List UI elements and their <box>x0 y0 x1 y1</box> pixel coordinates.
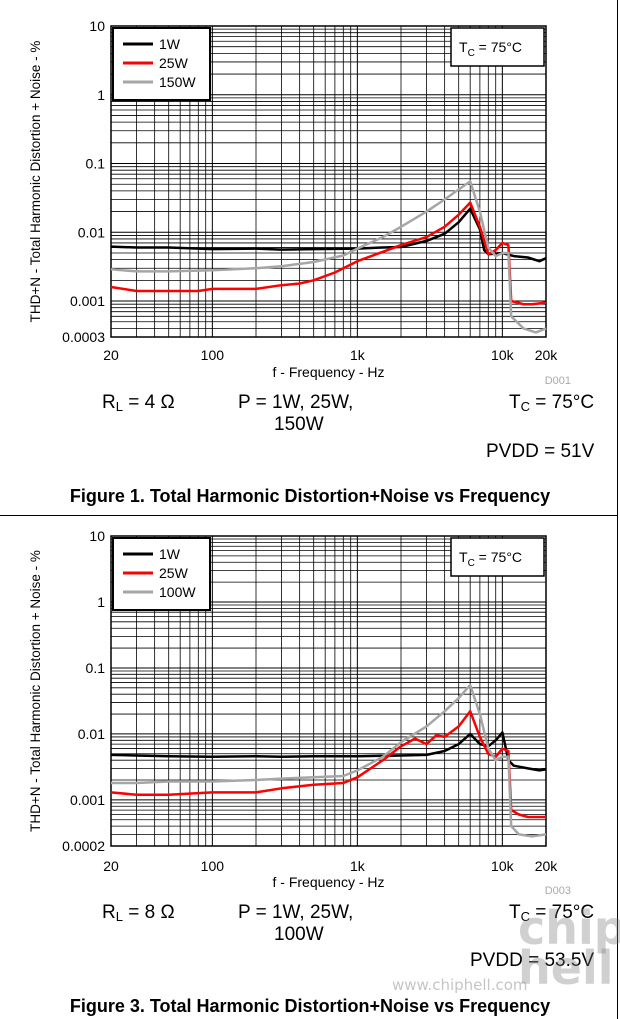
tc-annotation: TC = 75°C <box>450 27 545 67</box>
frame-divider-line <box>0 515 618 516</box>
y-tick-label: 10 <box>89 528 105 544</box>
x-tick-label: 20k <box>535 347 559 363</box>
tc-annotation-text: TC = 75°C <box>459 39 522 59</box>
x-tick-label: 100 <box>201 858 225 874</box>
rl-condition-1: RL = 4 Ω <box>102 392 175 414</box>
tc-annotation-text: TC = 75°C <box>459 549 522 569</box>
chart-figure-3: 10 1 0.1 0.01 0.001 0.0002 20 100 1k 10k 20k f - Fr… <box>28 528 571 897</box>
figure-code: D001 <box>545 375 571 387</box>
rl-condition-3: RL = 8 Ω <box>102 902 175 924</box>
tc-condition-1: TC = 75°C <box>509 392 595 414</box>
series-line-100w <box>111 683 547 838</box>
watermark-url: www.chiphell.com <box>392 976 528 994</box>
x-tick-label: 1k <box>350 347 366 363</box>
pvdd-condition-3: PVDD = 53.5V <box>470 950 595 971</box>
legend-label: 25W <box>159 565 189 581</box>
tc-annotation-box <box>450 27 545 67</box>
legend-label: 1W <box>159 546 181 562</box>
x-tick-label: 10k <box>491 858 515 874</box>
series-line-150w <box>110 180 547 334</box>
y-tick-label: 0.0002 <box>62 838 105 854</box>
y-tick-label: 1 <box>97 87 105 103</box>
grid <box>110 25 547 338</box>
legend-label: 1W <box>159 36 181 52</box>
figure-code: D003 <box>545 885 571 897</box>
y-tick-label: 0.1 <box>86 156 106 172</box>
legend-label: 150W <box>159 74 196 90</box>
chart-figure-1: 10 1 0.1 0.01 0.001 0.0003 20 100 1k 10k 20k f - Fr… <box>28 18 571 387</box>
tc-annotation: TC = 75°C <box>450 537 545 577</box>
power-condition-3: P = 1W, 25W, 100W <box>238 902 354 945</box>
y-tick-label: 10 <box>89 18 105 34</box>
y-tick-label: 0.001 <box>70 792 105 808</box>
legend: 1W 25W 100W <box>112 537 211 611</box>
y-tick-label: 0.001 <box>70 293 105 309</box>
x-tick-label: 20 <box>103 347 119 363</box>
x-tick-label: 100 <box>201 347 225 363</box>
x-tick-label: 20k <box>535 858 559 874</box>
frame-right-line <box>617 0 618 1019</box>
series-line-1w <box>110 731 547 772</box>
x-tick-label: 10k <box>491 347 515 363</box>
y-tick-label: 0.01 <box>78 224 105 240</box>
series-line-25w <box>110 201 547 306</box>
legend-label: 25W <box>159 55 189 71</box>
y-axis-title: THD+N - Total Harmonic Distortion + Nois… <box>28 41 43 323</box>
figure-1-caption: Figure 1. Total Harmonic Distortion+Nois… <box>69 486 551 506</box>
x-tick-label: 1k <box>350 858 366 874</box>
plot-border <box>110 25 547 338</box>
watermark-logo: chip hell <box>518 901 620 995</box>
tc-condition-3: TC = 75°C <box>509 902 595 924</box>
y-axis-title: THD+N - Total Harmonic Distortion + Nois… <box>28 550 43 832</box>
y-tick-label: 1 <box>97 594 105 610</box>
plot-border <box>110 535 547 847</box>
y-tick-label: 0.1 <box>86 660 106 676</box>
series-line-25w <box>110 710 546 819</box>
figure-3-caption: Figure 3. Total Harmonic Distortion+Nois… <box>69 996 551 1016</box>
legend-label: 100W <box>159 584 196 600</box>
legend: 1W 25W 150W <box>112 27 211 101</box>
y-tick-label: 0.01 <box>78 726 105 742</box>
x-tick-label: 20 <box>103 858 119 874</box>
power-condition-1: P = 1W, 25W, 150W <box>238 392 354 435</box>
y-tick-label: 0.0003 <box>62 329 105 345</box>
x-axis-title: f - Frequency - Hz <box>272 874 384 890</box>
pvdd-condition-1: PVDD = 51V <box>486 441 595 462</box>
tc-annotation-box <box>450 537 545 577</box>
x-axis-title: f - Frequency - Hz <box>272 364 384 380</box>
